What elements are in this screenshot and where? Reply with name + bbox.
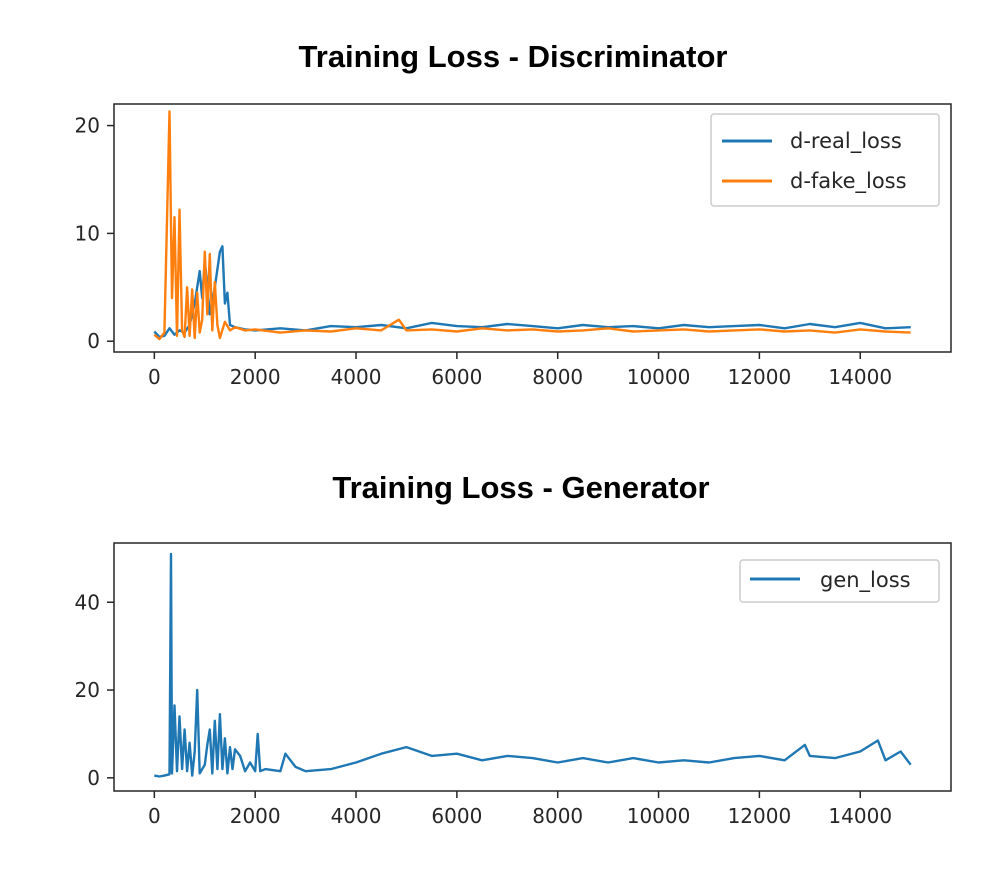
legend-label-d-real: d-real_loss xyxy=(790,129,902,154)
discriminator-x-tick-label: 4000 xyxy=(331,365,382,389)
generator-x-tick-label: 4000 xyxy=(331,804,382,828)
generator-x-tick-label: 14000 xyxy=(828,804,892,828)
discriminator-axis-ticks: 0 2000 4000 6000 8000 10000 12000 14000 0 10 20 xyxy=(75,114,893,389)
generator-y-tick-label: 0 xyxy=(87,766,100,790)
generator-x-tick-label: 8000 xyxy=(532,804,583,828)
discriminator-x-tick-label: 10000 xyxy=(627,365,691,389)
discriminator-x-tick-label: 8000 xyxy=(532,365,583,389)
series-line-d-real-loss xyxy=(153,245,911,339)
discriminator-x-tick-label: 12000 xyxy=(728,365,792,389)
discriminator-y-tick-label: 0 xyxy=(87,329,100,353)
generator-series-area xyxy=(154,552,912,778)
generator-x-tick-label: 0 xyxy=(148,804,161,828)
discriminator-x-tick-label: 0 xyxy=(148,365,161,389)
discriminator-legend-box xyxy=(710,113,940,207)
generator-axis-ticks: 0 2000 4000 6000 8000 10000 12000 14000 0 20 40 xyxy=(75,590,893,828)
discriminator-x-tick-label: 2000 xyxy=(230,365,281,389)
legend-label-d-fake: d-fake_loss xyxy=(790,169,907,194)
generator-x-tick-label: 2000 xyxy=(230,804,281,828)
discriminator-legend: d-real_loss d-fake_loss xyxy=(710,113,940,207)
generator-legend-box xyxy=(739,559,940,603)
generator-x-tick-label: 12000 xyxy=(728,804,792,828)
discriminator-x-tick-label: 14000 xyxy=(828,365,892,389)
generator-y-tick-label: 20 xyxy=(75,678,100,702)
discriminator-y-tick-label: 10 xyxy=(75,221,100,245)
discriminator-chart-title: Training Loss - Discriminator xyxy=(299,39,728,74)
series-line-d-fake-loss xyxy=(153,110,911,341)
generator-chart-title: Training Loss - Generator xyxy=(332,470,709,505)
series-line-gen-loss xyxy=(154,552,912,778)
generator-y-tick-label: 40 xyxy=(75,590,100,614)
discriminator-x-tick-label: 6000 xyxy=(431,365,482,389)
discriminator-series-area xyxy=(153,110,911,341)
discriminator-y-tick-label: 20 xyxy=(75,114,100,138)
generator-chart: Training Loss - Generator 0 2000 4000 6000 8… xyxy=(75,470,952,828)
generator-legend: gen_loss xyxy=(739,559,940,603)
discriminator-plot-frame xyxy=(113,103,952,353)
legend-label-gen: gen_loss xyxy=(820,568,911,593)
discriminator-chart: Training Loss - Discriminator 0 2000 4000 6… xyxy=(75,39,952,389)
generator-x-tick-label: 10000 xyxy=(627,804,691,828)
generator-plot-frame xyxy=(113,542,952,792)
generator-x-tick-label: 6000 xyxy=(431,804,482,828)
